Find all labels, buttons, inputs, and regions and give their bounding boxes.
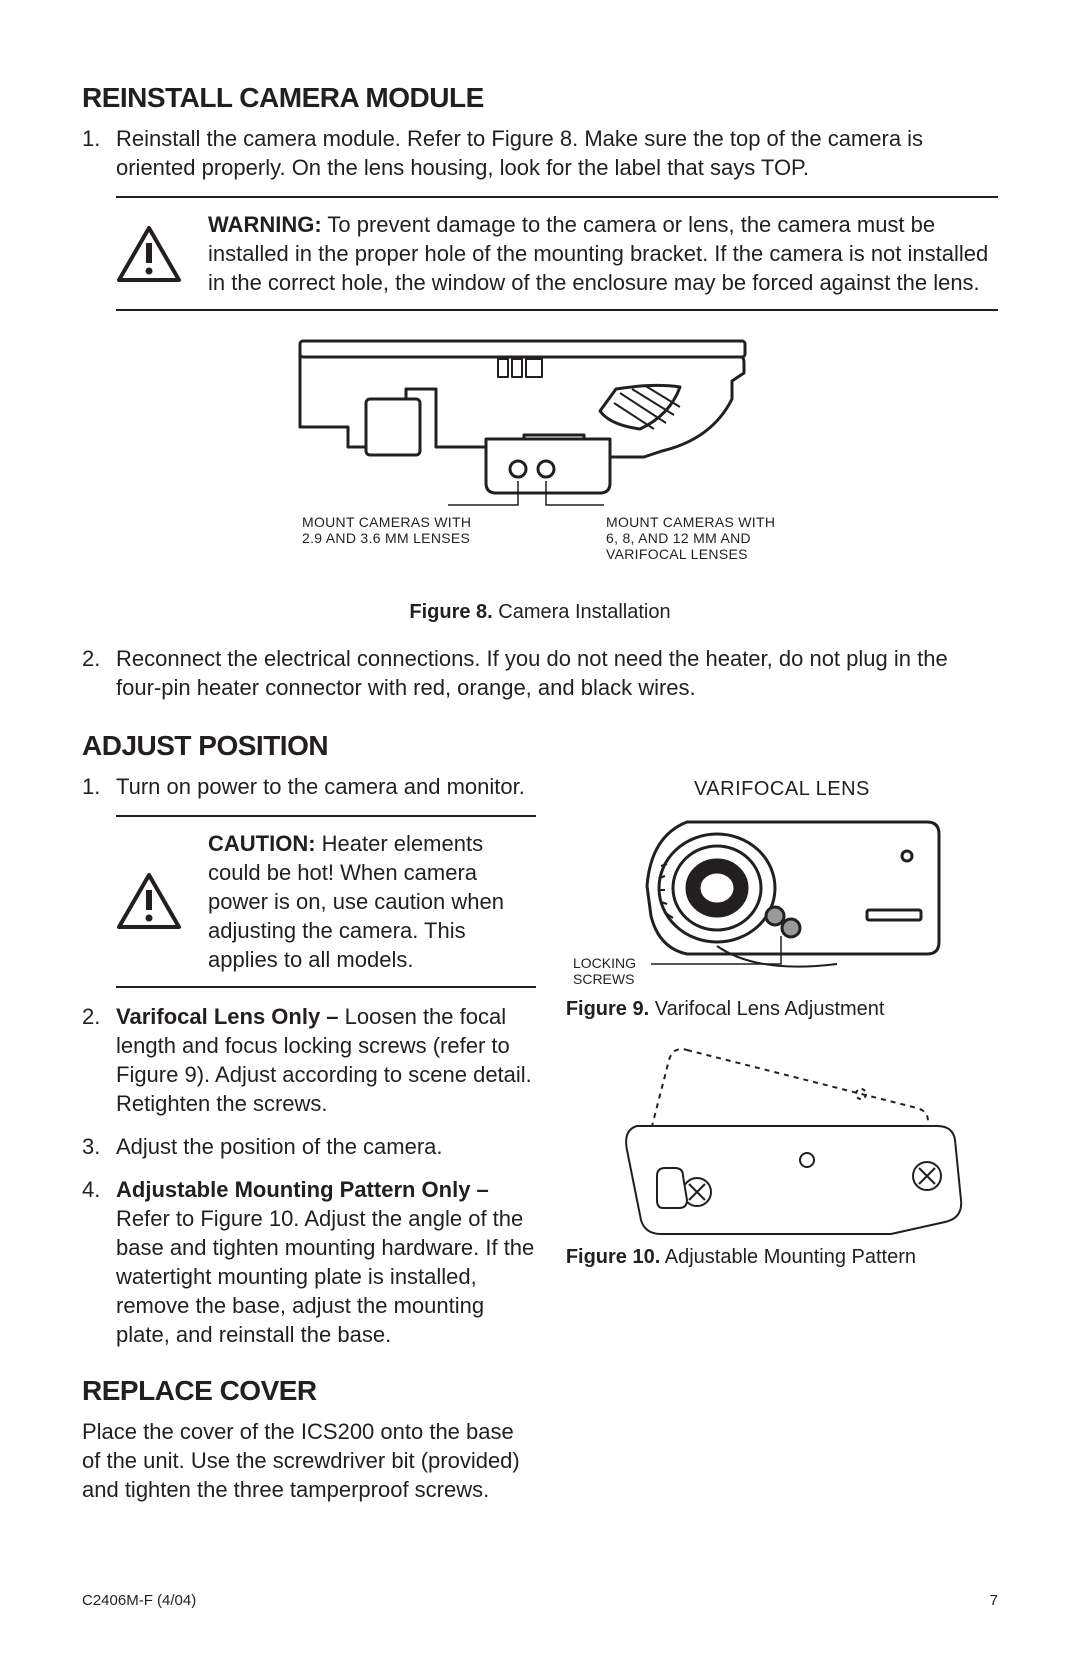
s2-step3: 3. Adjust the position of the camera. (82, 1132, 536, 1161)
caution-text: CAUTION: Heater elements could be hot! W… (208, 829, 536, 974)
s2-list-a: 1. Turn on power to the camera and monit… (82, 772, 536, 801)
lbl: MOUNT CAMERAS WITH (302, 514, 471, 530)
s2-list-b: 2. Varifocal Lens Only – Loosen the foca… (82, 1002, 536, 1349)
fig10-caption: Figure 10. Adjustable Mounting Pattern (566, 1244, 998, 1270)
s2-step1: 1. Turn on power to the camera and monit… (82, 772, 536, 801)
section1-list2: 2. Reconnect the electrical connections.… (82, 644, 998, 702)
s2-step4: 4. Adjustable Mounting Pattern Only – Re… (82, 1175, 536, 1349)
s2-step2: 2. Varifocal Lens Only – Loosen the foca… (82, 1002, 536, 1118)
two-col: 1. Turn on power to the camera and monit… (82, 772, 998, 1505)
rule (116, 309, 998, 311)
h2-replace: REPLACE COVER (82, 1375, 536, 1407)
h2-adjust: ADJUST POSITION (82, 730, 998, 762)
s1-step1: 1. Reinstall the camera module. Refer to… (82, 124, 998, 182)
rest: To prevent damage to the camera or lens,… (208, 212, 988, 295)
warning-text: WARNING: To prevent damage to the camera… (208, 210, 998, 297)
b: Adjustable Mounting Pattern Only – (116, 1177, 489, 1202)
fig8-caption: Figure 8. Camera Installation (82, 599, 998, 625)
lbl: VARIFOCAL LENSES (606, 546, 748, 562)
text: Varifocal Lens Only – Loosen the focal l… (116, 1002, 536, 1118)
h2-reinstall: REINSTALL CAMERA MODULE (82, 82, 998, 114)
fig9-caption: Figure 9. Varifocal Lens Adjustment (566, 996, 998, 1022)
num: 1. (82, 124, 116, 182)
caution-callout: CAUTION: Heater elements could be hot! W… (116, 817, 536, 986)
lbl: LOCKING (573, 955, 636, 971)
label: WARNING: (208, 212, 322, 237)
lbl: 6, 8, AND 12 MM AND (606, 530, 751, 546)
camera-installation-diagram: MOUNT CAMERAS WITH 2.9 AND 3.6 MM LENSES… (260, 331, 820, 591)
r: Refer to Figure 10. Adjust the angle of … (116, 1206, 534, 1347)
text: Adjust the position of the camera. (116, 1132, 536, 1161)
lbl: MOUNT CAMERAS WITH (606, 514, 775, 530)
lbl: 2.9 AND 3.6 MM LENSES (302, 530, 470, 546)
label: CAUTION: (208, 831, 316, 856)
text: Reinstall the camera module. Refer to Fi… (116, 124, 998, 182)
figure-8: MOUNT CAMERAS WITH 2.9 AND 3.6 MM LENSES… (82, 331, 998, 625)
num: 4. (82, 1175, 116, 1349)
b: Varifocal Lens Only – (116, 1004, 345, 1029)
r: Varifocal Lens Adjustment (649, 998, 884, 1020)
r: Camera Installation (493, 601, 671, 623)
page-footer: C2406M-F (4/04) 7 (82, 1592, 998, 1609)
rule (116, 986, 536, 988)
lbl: SCREWS (573, 971, 634, 987)
caution-triangle-icon (116, 872, 182, 930)
varifocal-lens-diagram: LOCKING SCREWS (567, 808, 997, 988)
footer-right: 7 (990, 1592, 998, 1609)
footer-left: C2406M-F (4/04) (82, 1592, 196, 1609)
b: Figure 8. (409, 601, 492, 623)
num: 3. (82, 1132, 116, 1161)
s1-step2: 2. Reconnect the electrical connections.… (82, 644, 998, 702)
text: Reconnect the electrical connections. If… (116, 644, 998, 702)
left-col: 1. Turn on power to the camera and monit… (82, 772, 536, 1505)
warning-triangle-icon (116, 225, 182, 283)
num: 1. (82, 772, 116, 801)
b: Figure 9. (566, 998, 649, 1020)
text: Turn on power to the camera and monitor. (116, 772, 536, 801)
text: Adjustable Mounting Pattern Only – Refer… (116, 1175, 536, 1349)
num: 2. (82, 1002, 116, 1118)
right-col: VARIFOCAL LENS (566, 772, 998, 1505)
replace-body: Place the cover of the ICS200 onto the b… (82, 1417, 536, 1504)
r: Adjustable Mounting Pattern (660, 1246, 916, 1268)
mounting-pattern-diagram (567, 1040, 997, 1240)
section1-list: 1. Reinstall the camera module. Refer to… (82, 124, 998, 182)
varifocal-label: VARIFOCAL LENS (566, 776, 998, 802)
b: Figure 10. (566, 1246, 660, 1268)
num: 2. (82, 644, 116, 702)
warning-callout: WARNING: To prevent damage to the camera… (116, 198, 998, 309)
